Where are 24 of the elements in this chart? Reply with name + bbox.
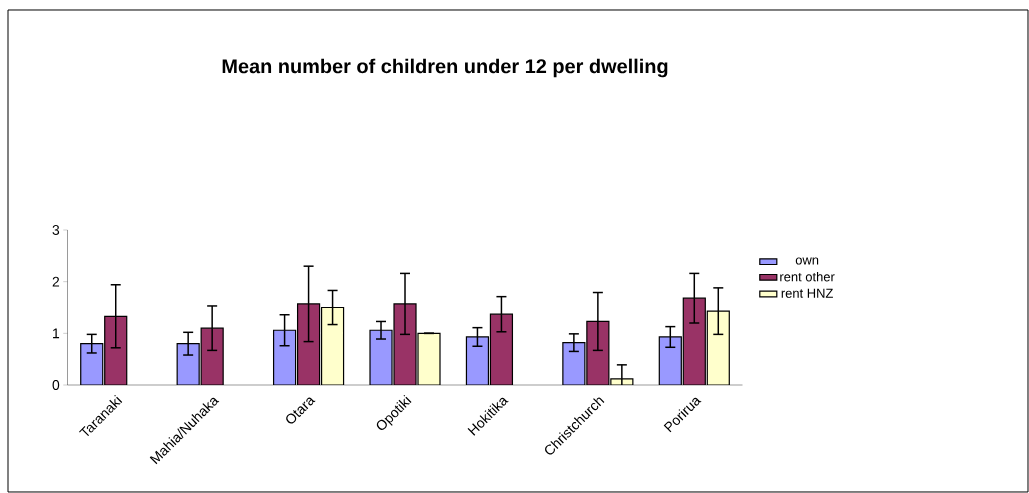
bar [320, 306, 345, 385]
y-tick-label: 3 [52, 225, 60, 235]
legend-label: own [795, 257, 819, 265]
bar [272, 329, 297, 385]
bar [104, 315, 128, 385]
bar [586, 320, 610, 385]
bar [176, 343, 200, 385]
bar [658, 336, 682, 385]
bar [682, 297, 706, 385]
chart-title: Mean number of children under 12 per dwelling [222, 58, 668, 78]
bar [489, 313, 514, 385]
bar [80, 343, 104, 385]
bar [562, 342, 586, 385]
bar [393, 303, 417, 385]
bar [369, 329, 393, 385]
legend-label: rent other [780, 271, 835, 282]
y-tick-label: 0 [52, 380, 60, 390]
bar [706, 310, 730, 385]
legend-label: rent HNZ [781, 288, 833, 298]
bar [200, 327, 224, 385]
y-tick-label: 2 [52, 276, 60, 287]
bar [296, 303, 321, 385]
bar [465, 336, 490, 385]
y-tick-label: 1 [53, 328, 60, 339]
